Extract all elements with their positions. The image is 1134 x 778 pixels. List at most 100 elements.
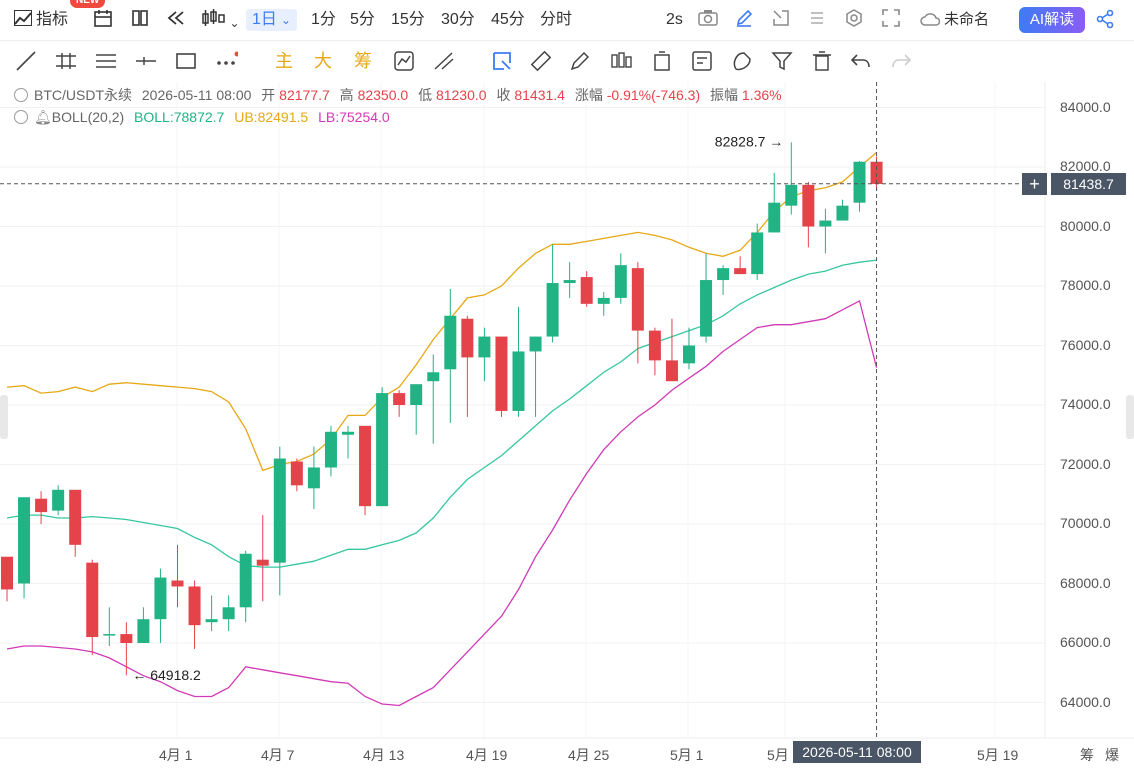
camera-icon[interactable] <box>698 9 718 34</box>
candle-up <box>307 467 320 489</box>
candle-up <box>273 458 286 563</box>
replay-icon[interactable] <box>166 9 186 34</box>
close-value: 81431.4 <box>514 87 565 103</box>
candle-up <box>137 619 150 643</box>
candle-down <box>35 498 48 513</box>
candle-down <box>495 336 508 411</box>
horizontal-ray-icon[interactable] <box>134 49 158 73</box>
cloud-icon <box>920 13 941 26</box>
candle-down <box>393 393 406 405</box>
trash-icon[interactable] <box>810 49 834 73</box>
export-icon[interactable] <box>772 9 790 34</box>
side-label-chip[interactable]: 筹 <box>1080 747 1094 763</box>
candle-down <box>461 318 474 358</box>
indicator-label: 指标 <box>36 11 69 28</box>
y-tick-label: 76000.0 <box>1060 336 1111 353</box>
copy-icon[interactable] <box>650 49 674 73</box>
layout-name[interactable]: 未命名 <box>920 9 989 31</box>
indicator-icon <box>14 10 32 26</box>
right-panel-toggle[interactable] <box>1126 395 1134 439</box>
candle-down <box>734 268 747 275</box>
ai-draw-icon[interactable] <box>392 49 416 73</box>
indicator-button[interactable]: 指标 <box>14 9 68 31</box>
horizontal-lines-icon[interactable] <box>94 49 118 73</box>
pencil-icon[interactable] <box>735 9 753 34</box>
x-tick-label: 4月 7 <box>261 747 295 763</box>
brush-icon[interactable] <box>568 49 592 73</box>
change-value: -0.91%(-746.3) <box>606 87 701 103</box>
layout-icon[interactable] <box>131 9 149 34</box>
big-order-tool[interactable]: 大 <box>314 51 332 71</box>
fullscreen-icon[interactable] <box>882 9 900 34</box>
boll-info: 🔔︎BOLL(20,2) BOLL:78872.7 UB:82491.5 LB:… <box>14 108 390 126</box>
main-force-tool[interactable]: 主 <box>275 51 293 71</box>
parallel-line-icon[interactable] <box>54 49 78 73</box>
refresh-rate[interactable]: 2s <box>666 11 683 28</box>
candle-type-icon[interactable]: ⌄ <box>201 9 240 34</box>
interval-selected-label: 1日 <box>252 11 277 28</box>
candle-up <box>512 351 525 411</box>
low-annotation: ← 64918.2 <box>132 667 201 683</box>
candle-down <box>120 634 133 643</box>
x-tick-label: 4月 19 <box>466 747 508 763</box>
more-icon[interactable] <box>214 49 238 73</box>
candle-up <box>444 315 457 370</box>
rectangle-icon[interactable] <box>174 49 198 73</box>
ai-interpret-button[interactable]: AI解读 <box>1019 7 1085 33</box>
interval-5m[interactable]: 5分 <box>350 11 375 28</box>
settings-icon[interactable] <box>845 9 863 34</box>
candle-up <box>376 393 389 507</box>
change-label: 涨幅 <box>574 87 603 103</box>
interval-15m[interactable]: 15分 <box>391 11 425 28</box>
magnet-icon[interactable] <box>730 49 754 73</box>
candles-icon[interactable] <box>609 49 633 73</box>
y-tick-label: 82000.0 <box>1060 158 1111 174</box>
candle-up <box>18 497 31 584</box>
share-icon[interactable] <box>1095 9 1115 36</box>
select-icon[interactable] <box>490 49 514 73</box>
redo-icon[interactable] <box>889 49 913 73</box>
amp-label: 振幅 <box>710 87 739 103</box>
x-tick-label: 4月 25 <box>568 747 610 763</box>
candle-up <box>103 634 116 636</box>
y-tick-label: 74000.0 <box>1060 396 1111 412</box>
candle-up <box>717 268 730 281</box>
chevron-down-icon: ⌄ <box>280 13 291 27</box>
collapse-toggle[interactable] <box>14 88 28 102</box>
chevron-down-icon: ⌄ <box>229 16 240 30</box>
crosshair-price: 81438.7 <box>1051 173 1126 195</box>
interval-selected[interactable]: 1日 ⌄ <box>246 9 297 31</box>
list-icon[interactable] <box>808 9 826 34</box>
interval-1m[interactable]: 1分 <box>311 11 336 28</box>
interval-45m[interactable]: 45分 <box>491 11 525 28</box>
trend-draw-icon[interactable] <box>432 49 456 73</box>
candle-up <box>154 577 167 620</box>
left-panel-toggle[interactable] <box>0 395 8 439</box>
note-icon[interactable] <box>690 49 714 73</box>
bell-icon[interactable]: 🔔︎ <box>34 109 52 125</box>
candle-up <box>683 345 695 364</box>
add-alert-button[interactable]: + <box>1022 173 1047 195</box>
trend-line-icon[interactable] <box>14 49 38 73</box>
filter-icon[interactable] <box>770 49 794 73</box>
x-tick-label: 5月 1 <box>670 747 704 763</box>
candle-down <box>665 360 678 382</box>
chip-tool[interactable]: 筹 <box>354 51 372 71</box>
y-tick-label: 68000.0 <box>1060 574 1111 591</box>
boll-lower-band <box>6 299 878 707</box>
side-label-burst[interactable]: 爆 <box>1105 747 1119 763</box>
candle-up <box>529 336 542 352</box>
undo-icon[interactable] <box>849 49 873 73</box>
ruler-icon[interactable] <box>529 49 553 73</box>
y-tick-label: 64000.0 <box>1060 693 1111 710</box>
candle-down <box>802 184 815 227</box>
interval-30m[interactable]: 30分 <box>441 11 475 28</box>
candle-up <box>410 384 423 405</box>
candle-up <box>52 489 65 511</box>
candle-down <box>580 277 593 304</box>
candle-up <box>700 280 713 337</box>
collapse-toggle[interactable] <box>14 110 28 124</box>
interval-timeshare[interactable]: 分时 <box>540 11 573 28</box>
calendar-icon[interactable] <box>94 9 112 34</box>
